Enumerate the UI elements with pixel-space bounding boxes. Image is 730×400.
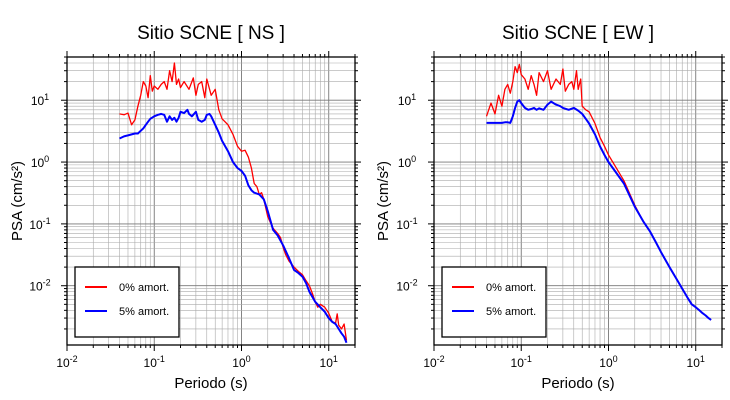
chart-panel-ns: 10-2 10-1 100 101 10-2 10-1 100 101 Sitio SCNE [… bbox=[9, 23, 361, 392]
y-axis-label: PSA (cm/s²) bbox=[9, 161, 26, 241]
y-tick-label: 10-2 bbox=[29, 278, 50, 294]
x-tick-label: 101 bbox=[320, 354, 338, 370]
legend-box bbox=[74, 266, 180, 338]
x-tick-label: 10-2 bbox=[56, 354, 77, 370]
chart-title: Sitio SCNE [ NS ] bbox=[137, 23, 285, 44]
series-line-amort-0 bbox=[119, 62, 348, 341]
legend-label: 5% amort. bbox=[119, 306, 169, 318]
y-tick-label: 10-1 bbox=[29, 216, 50, 232]
legend-box bbox=[441, 266, 547, 338]
legend: 0% amort. 5% amort. bbox=[441, 266, 547, 338]
legend-label: 5% amort. bbox=[486, 306, 536, 318]
chart-panel-ew: 10-2 10-1 100 101 10-2 10-1 100 101 Sitio SCNE [… bbox=[375, 23, 728, 392]
y-tick-label: 101 bbox=[31, 92, 49, 108]
x-axis-label: Periodo (s) bbox=[541, 375, 614, 392]
x-tick-label: 100 bbox=[232, 354, 250, 370]
plot-frame bbox=[66, 56, 356, 346]
series-line-amort-5 bbox=[119, 108, 348, 344]
plot-frame bbox=[433, 56, 723, 346]
y-tick-label: 101 bbox=[398, 92, 416, 108]
legend-label: 0% amort. bbox=[119, 282, 169, 294]
x-tick-label: 10-1 bbox=[144, 354, 165, 370]
x-axis-label: Periodo (s) bbox=[174, 375, 247, 392]
y-tick-label: 10-1 bbox=[396, 216, 417, 232]
legend: 0% amort. 5% amort. bbox=[74, 266, 180, 338]
series-line-amort-5 bbox=[486, 99, 712, 321]
x-tick-label: 101 bbox=[687, 354, 705, 370]
tick-marks bbox=[61, 51, 361, 351]
x-tick-label: 10-1 bbox=[511, 354, 532, 370]
legend-label: 0% amort. bbox=[486, 282, 536, 294]
y-tick-label: 100 bbox=[398, 154, 416, 170]
y-axis-label: PSA (cm/s²) bbox=[375, 161, 392, 241]
y-tick-label: 100 bbox=[31, 154, 49, 170]
chart-title: Sitio SCNE [ EW ] bbox=[502, 23, 654, 44]
y-tick-label: 10-2 bbox=[396, 278, 417, 294]
tick-marks bbox=[428, 51, 728, 351]
x-tick-label: 10-2 bbox=[423, 354, 444, 370]
x-tick-label: 100 bbox=[599, 354, 617, 370]
